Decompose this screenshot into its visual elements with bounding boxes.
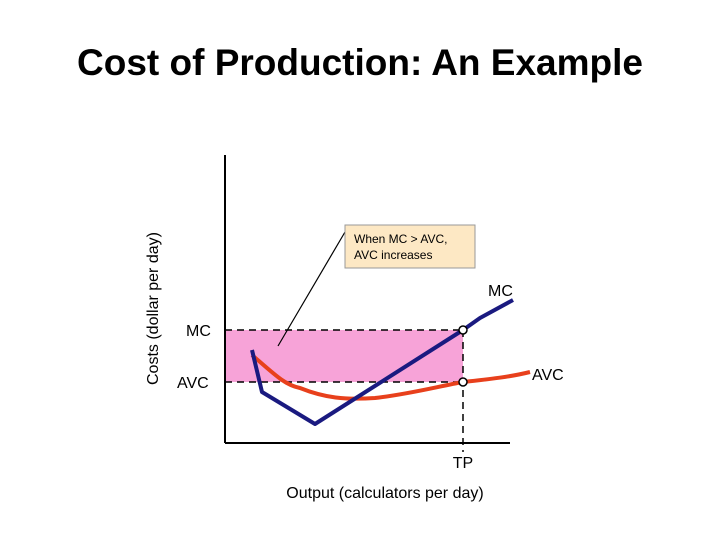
- title: Cost of Production: An Example: [77, 42, 643, 83]
- mc-point: [458, 325, 468, 335]
- mc-curve: [250, 298, 514, 426]
- annotation-text: When MC > AVC,: [354, 232, 447, 246]
- y-axis-label: Costs (dollar per day): [145, 232, 162, 385]
- mc-level-label: MC: [186, 323, 211, 340]
- avc-curve-label: AVC: [532, 367, 564, 384]
- pointer-line: [277, 231, 346, 347]
- avc-level-label: AVC: [177, 375, 209, 392]
- avc-point: [458, 377, 468, 387]
- annotation-box: [344, 224, 476, 269]
- tp-label: TP: [453, 455, 473, 472]
- avc-curve: [250, 353, 531, 401]
- mc-curve-label: MC: [488, 283, 513, 300]
- shaded-region: [225, 330, 463, 382]
- annotation-text: AVC increases: [354, 248, 432, 262]
- x-axis-label: Output (calculators per day): [286, 485, 483, 502]
